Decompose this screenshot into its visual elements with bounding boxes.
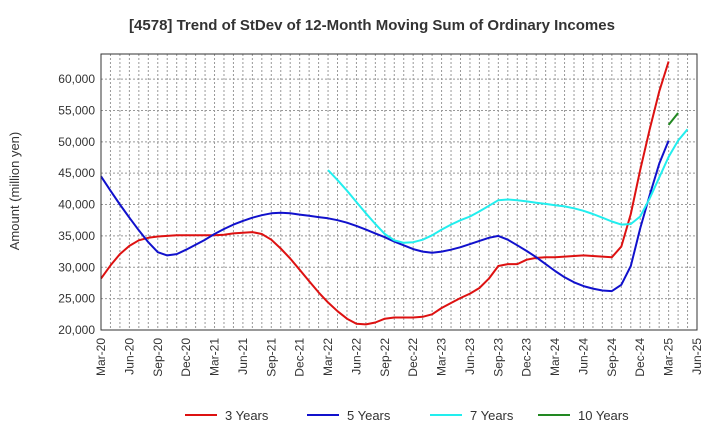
series-line-3-years: [100, 61, 670, 326]
y-axis-label: Amount (million yen): [7, 132, 22, 251]
plot-area-frame: [100, 53, 698, 331]
y-tick-label: 35,000: [58, 229, 95, 243]
y-tick-label: 40,000: [58, 198, 95, 212]
x-tick-label: Jun-23: [463, 338, 477, 375]
y-tick-label: 45,000: [58, 166, 95, 180]
y-tick-label: 25,000: [58, 292, 95, 306]
legend-label: 10 Years: [578, 408, 629, 423]
y-tick-labels: 20,000 25,000 30,000 35,000 40,000 45,000 50,0…: [58, 72, 95, 337]
x-tick-label: Dec-22: [406, 338, 420, 377]
y-tick-label: 50,000: [58, 135, 95, 149]
grid-lines: [101, 54, 697, 331]
x-tick-label: Dec-23: [520, 338, 534, 377]
series-line-7-years: [327, 128, 689, 244]
x-tick-label: Sep-20: [151, 338, 165, 377]
x-tick-label: Sep-21: [264, 338, 278, 377]
series-line-10-years: [667, 112, 679, 126]
x-tick-label: Sep-22: [378, 338, 392, 377]
y-tick-label: 60,000: [58, 72, 95, 86]
x-tick-label: Mar-20: [94, 338, 108, 376]
x-tick-label: Jun-25: [690, 338, 704, 375]
legend: 3 Years 5 Years 7 Years 10 Years: [185, 408, 629, 423]
x-tick-label: Mar-25: [662, 338, 676, 376]
y-tick-label: 55,000: [58, 103, 95, 117]
x-tick-label: Mar-24: [548, 338, 562, 376]
chart-title: [4578] Trend of StDev of 12-Month Moving…: [129, 17, 615, 34]
y-tick-label: 30,000: [58, 260, 95, 274]
legend-label: 5 Years: [347, 408, 391, 423]
x-tick-label: Jun-24: [576, 338, 590, 375]
x-tick-label: Jun-20: [122, 338, 136, 375]
legend-label: 3 Years: [225, 408, 269, 423]
series-lines: [100, 61, 689, 326]
x-tick-label: Sep-23: [491, 338, 505, 377]
x-tick-label: Dec-24: [633, 338, 647, 377]
x-tick-labels: Mar-20 Jun-20 Sep-20 Dec-20 Mar-21 Jun-21 Sep-…: [94, 338, 704, 377]
x-tick-label: Sep-24: [605, 338, 619, 377]
series-line-5-years: [100, 140, 670, 293]
x-tick-label: Dec-21: [293, 338, 307, 377]
x-tick-label: Dec-20: [179, 338, 193, 377]
x-tick-label: Mar-23: [435, 338, 449, 376]
legend-label: 7 Years: [470, 408, 514, 423]
y-tick-label: 20,000: [58, 323, 95, 337]
x-tick-label: Mar-21: [208, 338, 222, 376]
x-tick-label: Jun-22: [349, 338, 363, 375]
x-tick-label: Mar-22: [321, 338, 335, 376]
x-tick-label: Jun-21: [236, 338, 250, 375]
